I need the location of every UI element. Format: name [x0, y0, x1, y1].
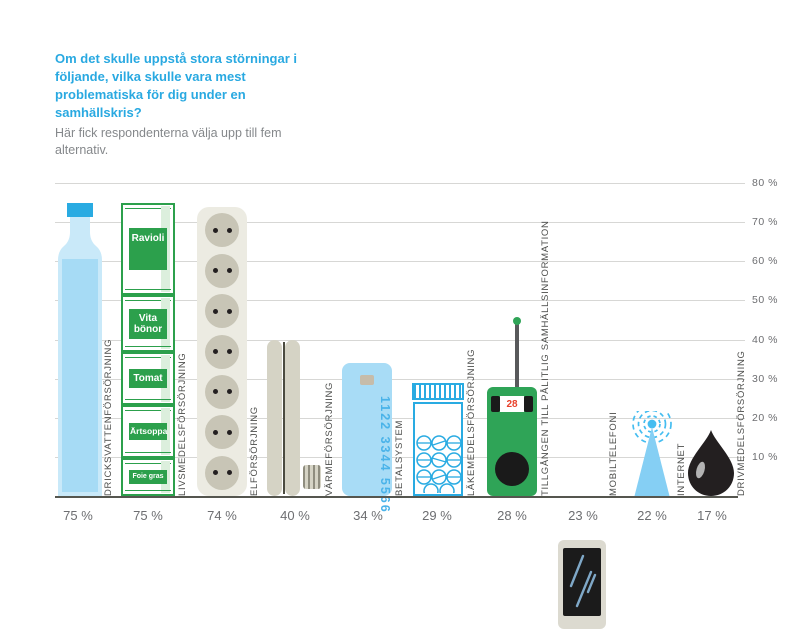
antenna-tip-icon	[513, 317, 521, 325]
y-tick-80: 80 %	[752, 177, 778, 189]
value-label-el: 74 %	[207, 508, 237, 523]
socket-icon	[205, 253, 239, 288]
oil-drop-icon	[688, 430, 734, 496]
gridline-80	[55, 183, 745, 184]
can-foie-gras: Foie gras	[121, 458, 175, 496]
category-label-betalsystem: BETALSYSTEM	[394, 419, 405, 496]
bar-el	[197, 207, 247, 496]
bar-lakemedel	[412, 383, 464, 496]
y-tick-20: 20 %	[752, 412, 778, 424]
category-label-livsmedel: LIVSMEDELSFÖRSÖRJNING	[177, 352, 188, 496]
y-tick-40: 40 %	[752, 334, 778, 346]
value-label-dricksvatten: 75 %	[63, 508, 93, 523]
title-block: Om det skulle uppstå stora störningar i …	[55, 50, 297, 159]
radiator-panel	[285, 340, 300, 496]
value-label-samhallsinformation: 28 %	[497, 508, 527, 523]
radio-frequency: 28	[500, 396, 524, 412]
gridline-50	[55, 300, 745, 301]
bar-betalsystem: 1122 3344 5566	[342, 363, 392, 514]
radio-speaker-icon	[495, 452, 529, 486]
can-label: Ärtsoppa	[129, 422, 167, 441]
y-tick-50: 50 %	[752, 294, 778, 306]
category-label-samhallsinformation: TILLGÅNGEN TILL PÅLITLIG SAMHÄLLSINFORMA…	[540, 220, 551, 496]
socket-icon	[205, 294, 239, 329]
socket-icon	[205, 213, 239, 248]
gridline-10	[55, 457, 745, 458]
antenna-icon	[515, 323, 519, 388]
can-ravioli: Ravioli	[121, 203, 175, 295]
gridline-40	[55, 340, 745, 341]
bar-drivmedel	[688, 430, 734, 496]
value-label-internet: 22 %	[637, 508, 667, 523]
radiator-valve-icon	[303, 465, 321, 489]
gridline-70	[55, 222, 745, 223]
category-label-lakemedel: LÄKEMEDELSFÖRSÖRJNING	[466, 348, 477, 496]
can-tomat: Tomat	[121, 352, 175, 405]
socket-icon	[205, 415, 239, 450]
category-label-drivmedel: DRIVMEDELSFÖRSÖRJNING	[736, 350, 747, 496]
socket-icon	[205, 334, 239, 369]
pills-icon	[416, 435, 461, 493]
phone-screen	[563, 548, 601, 616]
category-label-dricksvatten: DRICKSVATTENFÖRSÖRJNING	[103, 338, 114, 496]
screen-reflection	[569, 554, 597, 608]
bar-varme	[267, 340, 321, 496]
card-number: 1122 3344 5566	[378, 396, 392, 514]
socket-icon	[205, 455, 239, 490]
y-tick-70: 70 %	[752, 216, 778, 228]
can-label: Ravioli	[129, 228, 167, 270]
can-vita-bonor: Vita bönor	[121, 295, 175, 352]
y-tick-60: 60 %	[752, 255, 778, 267]
value-label-lakemedel: 29 %	[422, 508, 452, 523]
value-label-mobiltelefoni: 23 %	[568, 508, 598, 523]
radiator-gap	[282, 342, 285, 494]
value-label-varme: 40 %	[280, 508, 310, 523]
bar-dricksvatten	[58, 203, 102, 496]
radio-knob-icon	[491, 396, 500, 412]
radio-tower-icon	[632, 404, 672, 496]
can-artsoppa: Ärtsoppa	[121, 405, 175, 458]
water-bottle-icon	[58, 203, 102, 496]
y-tick-10: 10 %	[752, 451, 778, 463]
infographic-canvas: Om det skulle uppstå stora störningar i …	[55, 50, 778, 629]
category-label-mobiltelefoni: MOBILTELEFONI	[608, 411, 619, 496]
can-label: Vita bönor	[129, 308, 167, 339]
gridline-20	[55, 418, 745, 419]
bar-samhallsinformation: 28	[487, 317, 537, 496]
radiator-panel	[267, 340, 282, 496]
gridline-30	[55, 379, 745, 380]
can-label: Foie gras	[129, 470, 167, 484]
category-label-el: ELFÖRSÖRJNING	[249, 406, 260, 496]
card-chip-icon	[360, 375, 374, 385]
category-label-varme: VÄRMEFÖRSÖRJNING	[324, 381, 335, 496]
bar-livsmedel: Ravioli Vita bönor Tomat Ärtsoppa Foie g…	[121, 203, 175, 496]
socket-icon	[205, 374, 239, 409]
radio-icon: 28	[487, 387, 537, 496]
pill-bottle-cap	[412, 383, 464, 400]
bar-internet	[630, 404, 674, 496]
x-axis-baseline	[55, 496, 738, 498]
gridline-60	[55, 261, 745, 262]
radio-display: 28	[491, 396, 533, 412]
can-label: Tomat	[129, 369, 167, 388]
pill-bottle-body	[413, 402, 463, 496]
category-label-internet: INTERNET	[676, 442, 687, 496]
chart-note: Här fick respondenterna välja upp till f…	[55, 125, 282, 157]
value-label-drivmedel: 17 %	[697, 508, 727, 523]
value-label-betalsystem: 34 %	[353, 508, 383, 523]
value-label-livsmedel: 75 %	[133, 508, 163, 523]
chart-question: Om det skulle uppstå stora störningar i …	[55, 51, 297, 120]
bar-mobiltelefoni	[558, 540, 606, 629]
y-tick-30: 30 %	[752, 373, 778, 385]
radio-knob-icon	[524, 396, 533, 412]
